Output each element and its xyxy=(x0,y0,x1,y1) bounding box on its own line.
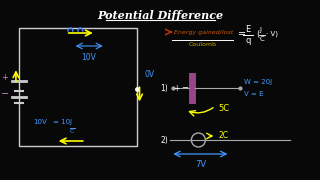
Text: = 10: = 10 xyxy=(53,119,70,125)
Text: +: + xyxy=(2,73,8,82)
Text: C: C xyxy=(70,129,74,134)
Text: J: J xyxy=(70,119,72,125)
Circle shape xyxy=(191,133,205,147)
Text: 7V: 7V xyxy=(195,160,206,169)
Text: +: + xyxy=(173,84,180,93)
Text: Potential Difference: Potential Difference xyxy=(97,10,224,21)
Text: 2): 2) xyxy=(161,136,168,145)
Text: 0V: 0V xyxy=(145,70,155,79)
Text: J: J xyxy=(259,27,261,33)
Bar xyxy=(19,28,137,146)
Text: Coulomb: Coulomb xyxy=(188,42,216,47)
Text: V = E: V = E xyxy=(244,91,264,97)
Text: W = 20J: W = 20J xyxy=(244,79,272,85)
Text: · V): · V) xyxy=(266,31,278,37)
Text: (: ( xyxy=(256,30,260,39)
Text: −: − xyxy=(1,89,9,99)
Text: 10V: 10V xyxy=(33,119,47,125)
Text: =: = xyxy=(238,29,246,39)
Text: q: q xyxy=(245,35,251,44)
Text: E: E xyxy=(245,24,251,33)
Text: Energy gained/lost: Energy gained/lost xyxy=(174,30,234,35)
Text: 1): 1) xyxy=(161,84,168,93)
Text: 5C: 5C xyxy=(218,103,229,112)
Text: −: − xyxy=(181,84,188,93)
Text: C: C xyxy=(259,36,264,42)
Text: 2C: 2C xyxy=(218,132,228,141)
Text: 10V: 10V xyxy=(81,53,96,62)
